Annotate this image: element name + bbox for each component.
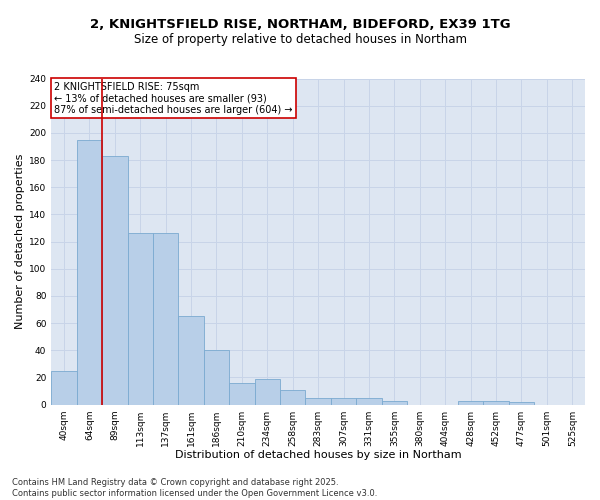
Text: 2 KNIGHTSFIELD RISE: 75sqm
← 13% of detached houses are smaller (93)
87% of semi: 2 KNIGHTSFIELD RISE: 75sqm ← 13% of deta… bbox=[54, 82, 292, 115]
X-axis label: Distribution of detached houses by size in Northam: Distribution of detached houses by size … bbox=[175, 450, 461, 460]
Bar bbox=[178, 316, 204, 404]
Bar bbox=[51, 370, 77, 404]
Bar bbox=[331, 398, 356, 404]
Bar bbox=[77, 140, 102, 404]
Text: Contains HM Land Registry data © Crown copyright and database right 2025.
Contai: Contains HM Land Registry data © Crown c… bbox=[12, 478, 377, 498]
Y-axis label: Number of detached properties: Number of detached properties bbox=[15, 154, 25, 329]
Bar bbox=[229, 383, 254, 404]
Bar bbox=[102, 156, 128, 404]
Bar bbox=[153, 234, 178, 404]
Bar bbox=[458, 400, 484, 404]
Bar bbox=[204, 350, 229, 405]
Bar bbox=[356, 398, 382, 404]
Bar bbox=[128, 234, 153, 404]
Bar bbox=[484, 400, 509, 404]
Text: 2, KNIGHTSFIELD RISE, NORTHAM, BIDEFORD, EX39 1TG: 2, KNIGHTSFIELD RISE, NORTHAM, BIDEFORD,… bbox=[89, 18, 511, 30]
Text: Size of property relative to detached houses in Northam: Size of property relative to detached ho… bbox=[133, 32, 467, 46]
Bar bbox=[280, 390, 305, 404]
Bar bbox=[254, 379, 280, 404]
Bar bbox=[382, 400, 407, 404]
Bar bbox=[305, 398, 331, 404]
Bar bbox=[509, 402, 534, 404]
